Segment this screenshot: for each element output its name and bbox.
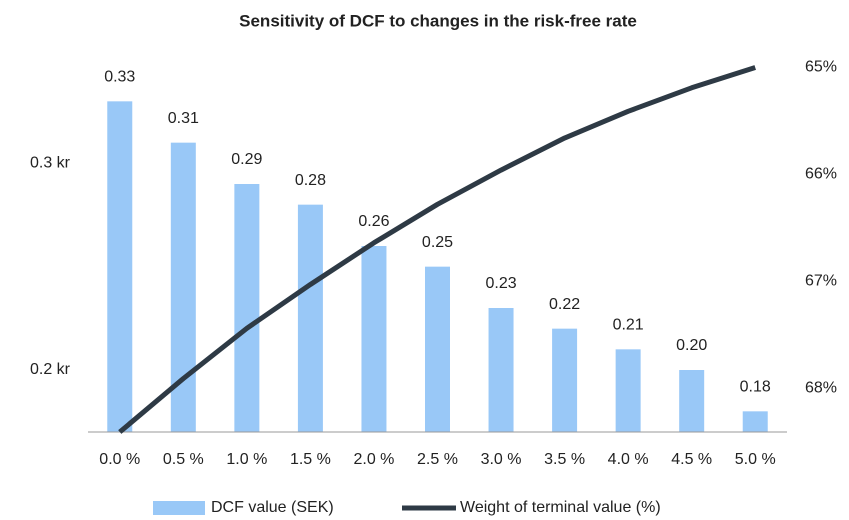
data-label: 0.18 [740,379,771,396]
y-tick-label: 0.2 kr [30,361,71,378]
x-tick-label: 4.5 % [671,451,712,468]
data-label: 0.21 [613,317,644,334]
line [118,65,756,434]
y2-tick-label: 65% [805,59,837,76]
data-label: 0.29 [231,151,262,168]
data-label: 0.25 [422,234,453,251]
x-tick-label: 1.5 % [290,451,331,468]
bar [107,101,133,432]
bar [234,184,260,432]
bar [488,308,514,432]
data-label: 0.22 [549,296,580,313]
x-tick-label: 3.5 % [544,451,585,468]
bar [361,246,387,432]
chart-title: Sensitivity of DCF to changes in the ris… [239,11,637,30]
data-label: 0.20 [676,337,707,354]
data-label: 0.26 [358,213,389,230]
y2-tick-label: 68% [805,379,837,396]
y2-tick-label: 66% [805,166,837,183]
data-label: 0.23 [485,275,516,292]
bar [679,370,705,432]
legend-swatch [153,501,205,515]
data-label: 0.28 [295,172,326,189]
legend-label: Weight of terminal value (%) [460,499,661,516]
bar [615,349,641,432]
x-tick-label: 2.5 % [417,451,458,468]
data-label: 0.33 [104,69,135,86]
x-tick-label: 2.0 % [353,451,394,468]
x-tick-label: 3.0 % [481,451,522,468]
bar [742,411,768,432]
y2-tick-label: 67% [805,272,837,289]
x-tick-label: 1.0 % [226,451,267,468]
x-tick-label: 0.5 % [163,451,204,468]
x-tick-label: 0.0 % [99,451,140,468]
legend-label: DCF value (SEK) [211,499,334,516]
x-tick-label: 4.0 % [608,451,649,468]
x-tick-label: 5.0 % [735,451,776,468]
y-tick-label: 0.3 kr [30,155,71,172]
data-label: 0.31 [168,110,199,127]
bar [297,204,323,432]
bar [552,328,578,432]
bar [425,266,450,432]
